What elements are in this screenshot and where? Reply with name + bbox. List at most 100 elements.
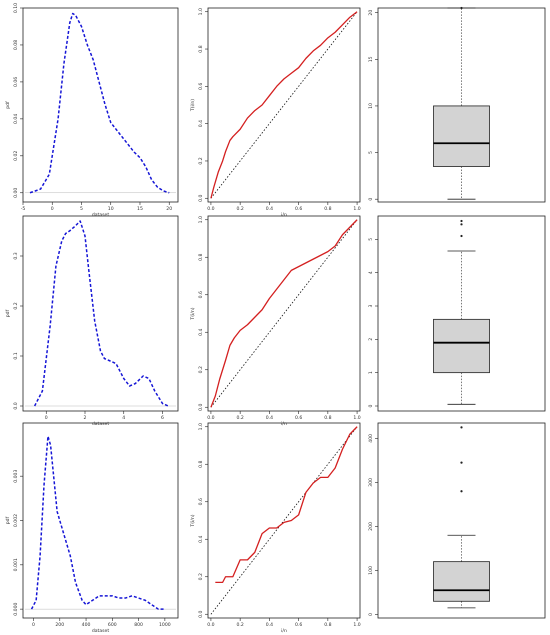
y-tick-label: 0.1 (13, 352, 19, 359)
y-axis-label: T(i/n) (190, 307, 196, 320)
y-tick-label: 0.08 (13, 40, 19, 50)
y-tick-label: 0.0 (198, 195, 204, 202)
y-axis-label: T(i/n) (190, 514, 196, 527)
y-tick-label: 400 (368, 434, 374, 443)
x-tick-label: 0.0 (207, 622, 214, 628)
y-tick-label: 0.02 (13, 151, 19, 161)
outlier-point (460, 219, 463, 223)
x-tick-label: 1000 (159, 622, 171, 628)
y-tick-label: 0 (368, 198, 374, 201)
reference-line (210, 11, 358, 199)
y-tick-label: 0.3 (13, 252, 19, 259)
y-tick-label: 10 (368, 103, 374, 109)
y-tick-label: 0.003 (13, 470, 19, 483)
y-tick-label: 4 (368, 271, 374, 274)
y-tick-label: 200 (368, 522, 374, 531)
x-axis-label: i/n (281, 628, 287, 634)
plot-frame (377, 215, 546, 412)
y-tick-label: 0.8 (198, 254, 204, 261)
y-tick-label: 5 (368, 238, 374, 241)
y-tick-label: 0.000 (13, 602, 19, 615)
x-tick-label: 0 (32, 622, 35, 628)
y-tick-label: 100 (368, 566, 374, 575)
y-axis-label: pdf (5, 309, 11, 317)
y-tick-label: 0.4 (198, 120, 204, 127)
x-tick-label: 0.2 (236, 622, 243, 628)
x-tick-label: 1.0 (353, 415, 360, 421)
y-tick-label: 0.0 (13, 402, 19, 409)
y-axis-label: T(i/n) (190, 99, 196, 112)
x-tick-label: 15 (137, 206, 143, 212)
x-tick-label: 1.0 (353, 622, 360, 628)
y-tick-label: 0.00 (13, 188, 19, 198)
y-tick-label: 0.4 (198, 329, 204, 336)
x-axis-label: dataset (92, 421, 110, 427)
y-tick-label: 0.8 (198, 45, 204, 52)
ttt-curve (210, 219, 358, 408)
y-tick-label: 2 (368, 338, 374, 341)
y-tick-label: 0.0 (198, 404, 204, 411)
y-tick-label: 0.6 (198, 291, 204, 298)
x-tick-label: 0.8 (324, 415, 331, 421)
x-tick-label: 200 (55, 622, 64, 628)
x-tick-label: 20 (166, 206, 172, 212)
x-tick-label: 0.0 (207, 206, 214, 212)
y-tick-label: 0.2 (198, 366, 204, 373)
x-tick-label: 4 (122, 415, 125, 421)
x-tick-label: 0.4 (266, 415, 273, 421)
density-curve (29, 12, 170, 194)
x-tick-label: 0.2 (236, 415, 243, 421)
x-tick-label: 600 (108, 622, 117, 628)
x-tick-label: 10 (108, 206, 114, 212)
x-tick-label: 6 (161, 415, 164, 421)
y-tick-label: 3 (368, 304, 374, 307)
box-body (433, 318, 490, 374)
y-tick-label: 300 (368, 478, 374, 487)
x-tick-label: 400 (82, 622, 91, 628)
y-tick-label: 15 (368, 56, 374, 62)
plot-frame (207, 215, 361, 412)
y-tick-label: 0 (368, 404, 374, 407)
plot-frame (22, 422, 179, 619)
x-axis-label: dataset (92, 212, 110, 218)
y-tick-label: 1.0 (198, 8, 204, 15)
box-body (433, 105, 490, 167)
x-tick-label: 0.0 (207, 415, 214, 421)
y-tick-label: 0.8 (198, 461, 204, 468)
outlier-point (460, 461, 463, 464)
y-tick-label: 0.6 (198, 498, 204, 505)
y-axis-label: pdf (5, 101, 11, 109)
x-tick-label: 5 (80, 206, 83, 212)
outlier-point (460, 223, 463, 226)
x-tick-label: 0 (51, 206, 54, 212)
y-tick-label: 0.0 (198, 611, 204, 618)
x-tick-label: 1.0 (353, 206, 360, 212)
y-tick-label: 1.0 (198, 423, 204, 430)
x-tick-label: 0.6 (295, 415, 302, 421)
y-tick-label: 0.2 (198, 157, 204, 164)
y-tick-label: 20 (368, 10, 374, 16)
reference-line (210, 426, 358, 615)
plot-frame (377, 422, 546, 619)
y-tick-label: 0.10 (13, 3, 19, 13)
y-tick-label: 0 (368, 613, 374, 616)
y-tick-label: 0.06 (13, 77, 19, 87)
plot-frame (207, 7, 361, 203)
x-axis-label: i/n (281, 421, 287, 427)
x-tick-label: 0.8 (324, 206, 331, 212)
plot-frame (22, 215, 179, 412)
x-tick-label: 0.8 (324, 622, 331, 628)
y-tick-label: 0.04 (13, 114, 19, 124)
x-tick-label: 800 (134, 622, 143, 628)
x-tick-label: -5 (21, 206, 26, 212)
x-axis-label: i/n (281, 212, 287, 218)
plot-frame (22, 7, 179, 203)
density-curve (33, 220, 169, 407)
y-tick-label: 5 (368, 151, 374, 154)
x-tick-label: 0.4 (266, 206, 273, 212)
y-axis-label: pdf (5, 516, 11, 524)
outlier-point (460, 490, 463, 493)
y-tick-label: 0.4 (198, 536, 204, 543)
x-tick-label: 0.6 (295, 206, 302, 212)
